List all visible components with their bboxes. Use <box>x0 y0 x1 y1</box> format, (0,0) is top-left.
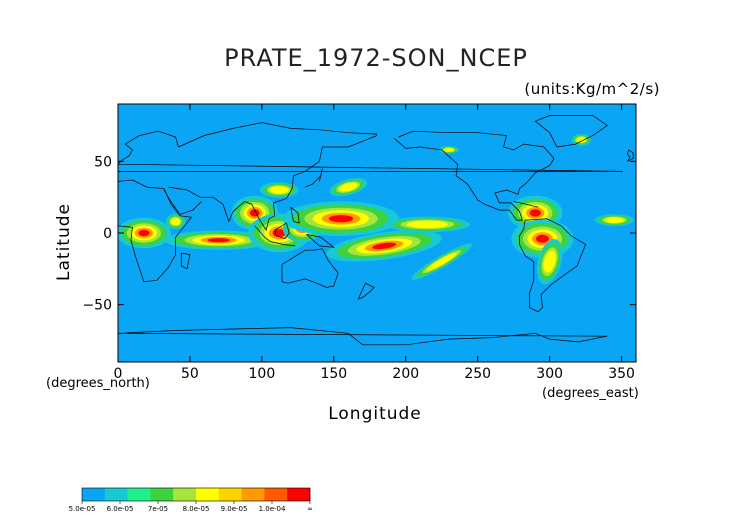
precip-contour <box>207 238 231 243</box>
colorbar-swatch <box>196 488 220 501</box>
precip-contour <box>529 209 541 217</box>
precip-contour <box>269 186 289 194</box>
precip-contour <box>339 182 358 192</box>
coastline-segment <box>180 252 191 270</box>
x-tick-label: 150 <box>320 366 347 382</box>
colorbar-swatch <box>150 488 174 501</box>
precip-contour <box>536 234 549 243</box>
coastline-segment <box>254 225 296 247</box>
precip-contour <box>576 137 586 143</box>
precip-contour <box>605 217 624 223</box>
colorbar: 5.0e-05 6.0e-05 7e-05 8.0e-05 9.0e-05 1.0e-04… <box>69 487 313 513</box>
colorbar-swatch <box>127 488 151 501</box>
colorbar-swatch <box>264 488 288 501</box>
coastline-segment <box>118 130 624 172</box>
coastline-segment <box>394 130 555 221</box>
coastline-segment <box>306 234 335 248</box>
coastline-segment <box>357 282 375 300</box>
precip-contour <box>427 252 457 271</box>
coastline-segment <box>163 189 202 215</box>
coastline-segment <box>627 149 634 162</box>
colorbar-swatch <box>82 488 106 501</box>
coastline-segment <box>290 206 300 224</box>
precip-contour <box>406 220 448 229</box>
x-tick-label: 350 <box>608 366 635 382</box>
colorbar-label: 1.0e-04 <box>259 505 286 513</box>
colorbar-swatch <box>218 488 242 501</box>
precip-contour <box>372 242 397 250</box>
y-tick-label: −50 <box>82 298 112 314</box>
axis-ticks: 0 50 100 150 200 250 300 350 −50 0 50 <box>82 104 636 382</box>
x-tick-label: 300 <box>536 366 563 382</box>
coastline-segment <box>519 218 587 313</box>
colorbar-label: 7e-05 <box>148 505 168 513</box>
coastline-segment <box>118 327 608 346</box>
coastlines <box>118 115 634 346</box>
x-tick-label: 200 <box>392 366 419 382</box>
precip-contour <box>328 215 354 223</box>
precipitation-field <box>118 134 634 285</box>
coastline-segment <box>513 201 539 208</box>
colorbar-label: 8.0e-05 <box>183 505 210 513</box>
colorbar-label: 5.0e-05 <box>69 505 96 513</box>
colorbar-label: 6.0e-05 <box>107 505 134 513</box>
coastline-segment <box>281 248 339 288</box>
colorbar-swatch <box>104 488 128 501</box>
y-unit-note: (degrees_north) <box>46 376 150 391</box>
colorbar-swatch <box>287 488 311 501</box>
colorbar-label: ∞ <box>307 505 313 513</box>
coastline-segment <box>274 222 290 240</box>
precip-contour <box>138 229 150 237</box>
chart-title: PRATE_1972-SON_NCEP <box>224 44 528 72</box>
precip-contour <box>444 148 454 152</box>
coastline-segment <box>118 179 193 283</box>
precip-contour <box>543 250 556 273</box>
colorbar-swatch <box>173 488 197 501</box>
x-axis-label: Longitude <box>328 404 422 424</box>
units-note: (units:Kg/m^2/s) <box>524 80 660 98</box>
x-tick-label: 50 <box>181 366 199 382</box>
y-tick-label: 0 <box>103 226 112 242</box>
x-unit-note: (degrees_east) <box>542 386 639 401</box>
x-tick-label: 100 <box>249 366 276 382</box>
x-tick-label: 250 <box>464 366 491 382</box>
coastline-segment <box>168 135 378 231</box>
x-tick-label: 0 <box>114 366 123 382</box>
coastline-segment <box>534 115 608 148</box>
coastline-segment <box>178 122 378 148</box>
y-axis-label: Latitude <box>54 203 74 281</box>
colorbar-label: 9.0e-05 <box>221 505 248 513</box>
coastline-segment <box>304 168 323 188</box>
colorbar-swatch <box>241 488 265 501</box>
precip-contour <box>170 217 181 226</box>
y-tick-label: 50 <box>94 154 112 170</box>
